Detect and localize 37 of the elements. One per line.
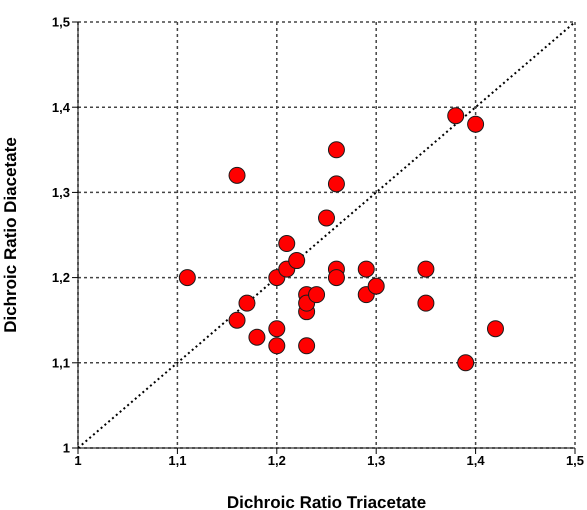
y-tick-label: 1,2 [52, 270, 70, 286]
point [328, 175, 345, 192]
x-axis-title: Dichroic Ratio Triacetate [226, 493, 426, 510]
point [328, 141, 345, 158]
point [268, 337, 286, 354]
point [178, 269, 196, 286]
x-tick-label: 1,2 [268, 453, 286, 468]
point [298, 337, 316, 354]
point [358, 260, 375, 278]
x-tick-label: 1,1 [168, 453, 186, 468]
point [457, 354, 474, 372]
y-tick-label: 1,1 [52, 355, 70, 370]
point [417, 260, 434, 278]
y-tick-label: 1,4 [52, 100, 71, 115]
point [467, 116, 484, 133]
point [368, 278, 385, 295]
point [238, 294, 256, 312]
x-tick-label: 1,4 [466, 453, 486, 468]
x-tick-label: 1,5 [566, 453, 584, 468]
point [228, 166, 246, 184]
point [308, 286, 326, 304]
x-tick-label: 1,3 [367, 453, 386, 468]
y-tick-label: 1,5 [52, 14, 70, 30]
point [328, 269, 345, 286]
y-tick-label: 1,3 [52, 185, 70, 200]
x-tick-label: 1 [74, 453, 82, 468]
point [268, 320, 286, 338]
point [288, 252, 306, 270]
point [278, 235, 296, 252]
point [228, 312, 246, 329]
point [447, 107, 464, 124]
point [318, 209, 335, 226]
point [417, 294, 434, 312]
point [248, 328, 266, 346]
y-tick-label: 1 [62, 440, 70, 456]
y-axis-title: Dichroic Ratio Diacetate [1, 137, 20, 333]
point [486, 320, 504, 338]
